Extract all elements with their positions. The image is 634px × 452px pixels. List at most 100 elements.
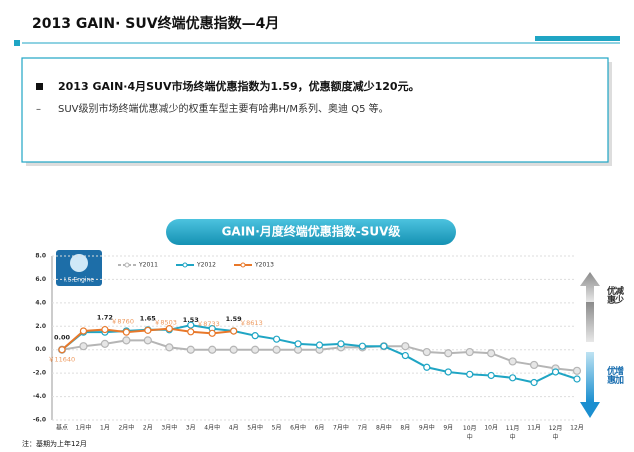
- x-tick-label: 4月中: [204, 424, 220, 432]
- data-point: [208, 345, 217, 354]
- x-tick-label: 12月: [570, 425, 584, 432]
- x-tick-label: 9月中: [419, 424, 435, 432]
- x-tick-label: 11月: [527, 425, 541, 432]
- x-tick-label: 3月: [186, 425, 196, 432]
- data-point: [272, 335, 281, 343]
- data-point: [143, 336, 152, 345]
- price-label: ￥8613: [240, 319, 263, 327]
- data-point: [423, 363, 431, 371]
- data-point: [444, 349, 453, 358]
- legend-marker: [240, 262, 246, 268]
- x-tick-label: 1月: [100, 425, 110, 432]
- y-tick-label: -2.0: [33, 370, 46, 377]
- note: 注：基期为上年12月: [22, 439, 87, 448]
- x-tick-label: 2月: [143, 425, 153, 432]
- y-tick-label: 2.0: [35, 323, 46, 330]
- data-point: [187, 328, 195, 336]
- data-point: [551, 368, 560, 376]
- legend-marker: [124, 262, 130, 268]
- down-label: 优惠增加: [597, 364, 625, 384]
- data-point: [444, 368, 452, 376]
- legend-marker: [182, 262, 188, 268]
- bullet-square: [36, 83, 43, 90]
- data-point: [487, 349, 496, 358]
- header-accent: [535, 36, 620, 41]
- data-point: [315, 341, 324, 349]
- price-label: ￥8503: [154, 318, 177, 326]
- x-tick-label: 6月中: [290, 424, 306, 432]
- price-label: ￥11640: [48, 356, 75, 364]
- data-point: [401, 342, 410, 351]
- legend-label: Y2011: [138, 262, 158, 269]
- data-point: [401, 351, 409, 360]
- dash: –: [36, 104, 41, 115]
- data-point: [165, 343, 174, 352]
- y-tick-label: 0.0: [35, 346, 46, 353]
- x-tick-label: 1月中: [76, 424, 92, 432]
- data-point: [122, 336, 131, 345]
- data-label: 1.59: [226, 315, 243, 323]
- y-tick-label: -6.0: [33, 417, 46, 424]
- summary-detail: SUV级别市场终端优惠减少的权重车型主要有哈弗H/M系列、奥迪 Q5 等。: [58, 102, 389, 115]
- y-tick-label: -4.0: [33, 393, 46, 400]
- data-label: 1.53: [183, 316, 199, 324]
- data-point: [251, 345, 260, 354]
- up-arrow: [580, 272, 600, 302]
- x-tick-label: 3月中: [161, 424, 177, 432]
- x-tick-label: 7月: [358, 425, 368, 432]
- data-label: 1.72: [97, 314, 113, 322]
- x-tick-label: 2月中: [118, 424, 134, 432]
- down-arrow-shaft: [586, 352, 594, 402]
- y-tick-label: 6.0: [35, 276, 46, 283]
- data-point: [208, 329, 216, 337]
- data-point: [58, 346, 66, 354]
- summary-box: [21, 57, 609, 163]
- data-point: [165, 325, 173, 333]
- logo-text: I.S.Engine: [64, 277, 94, 284]
- data-point: [508, 357, 517, 366]
- header-square: [14, 40, 20, 46]
- data-point: [358, 342, 367, 350]
- data-point: [272, 345, 281, 354]
- data-point: [572, 366, 582, 375]
- chart-title-pill: [166, 219, 456, 245]
- page-title: 2013 GAIN· SUV终端优惠指数—4月: [32, 15, 279, 32]
- x-tick-label: 基点: [56, 424, 68, 432]
- data-point: [186, 345, 195, 354]
- data-point: [487, 371, 495, 380]
- x-tick-label: 12月中: [549, 425, 563, 441]
- data-point: [100, 339, 110, 348]
- data-label: 1.65: [140, 314, 157, 322]
- x-tick-label: 4月: [229, 425, 239, 432]
- up-label: 优惠减少: [597, 284, 625, 304]
- data-label: 0.00: [54, 334, 71, 342]
- data-point: [144, 326, 152, 334]
- summary-bullet: 2013 GAIN·4月SUV市场终端优惠指数为1.59，优惠额度减少120元。: [58, 79, 420, 93]
- data-point: [530, 378, 538, 387]
- data-point: [465, 347, 474, 357]
- data-point: [337, 340, 345, 348]
- x-tick-label: 10月: [484, 425, 498, 432]
- y-tick-label: 4.0: [35, 299, 46, 306]
- data-point: [294, 340, 302, 348]
- data-point: [79, 342, 88, 351]
- data-point: [187, 321, 195, 329]
- data-point: [229, 345, 238, 354]
- legend-label: Y2013: [254, 262, 274, 269]
- x-tick-label: 8月中: [376, 424, 392, 432]
- x-tick-label: 6月: [315, 425, 325, 432]
- down-arrow: [580, 402, 600, 418]
- x-tick-label: 11月中: [506, 425, 520, 441]
- data-point: [122, 328, 130, 336]
- x-tick-label: 9月: [443, 425, 453, 432]
- data-point: [251, 332, 259, 340]
- price-label: ￥8733: [197, 320, 220, 328]
- data-point: [509, 374, 517, 382]
- x-tick-label: 7月中: [333, 424, 349, 432]
- data-point: [466, 370, 474, 378]
- logo-globe: [70, 254, 88, 272]
- chart-title: GAIN·月度终端优惠指数-SUV级: [222, 224, 401, 239]
- data-point: [79, 327, 88, 335]
